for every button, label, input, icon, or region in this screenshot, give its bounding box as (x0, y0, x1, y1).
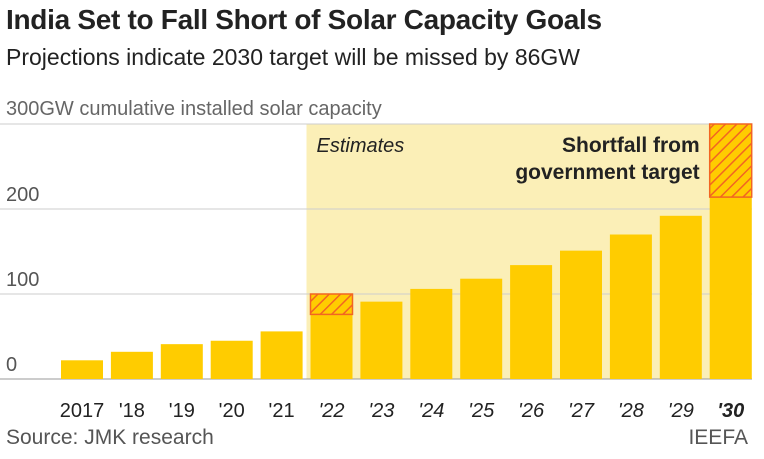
shortfall-label-line-1: Shortfall from (562, 134, 700, 157)
bar (260, 331, 303, 379)
x-tick-label: 2017 (60, 400, 105, 422)
bar (659, 215, 702, 379)
x-tick-label: '22 (318, 400, 344, 422)
bar-chart: 0 100 200 2017 '18 '19 '20 '21 '22 '23 '24 '25 '26 '… (0, 98, 753, 422)
x-tick-label: '26 (518, 400, 545, 422)
bars (61, 197, 752, 379)
x-tick-label: '21 (269, 400, 295, 422)
x-tick-label: '18 (119, 400, 145, 422)
bar (460, 278, 503, 379)
y-tick-label: 0 (6, 354, 17, 376)
x-tick-label: '27 (568, 400, 595, 422)
bar (360, 301, 403, 379)
x-tick-label: '28 (618, 400, 644, 422)
bar (160, 344, 203, 379)
x-axis-ticks: 2017 '18 '19 '20 '21 '22 '23 '24 '25 '26 '27 '28 '29… (60, 400, 744, 422)
x-tick-label: '30 (717, 400, 744, 422)
x-tick-label: '24 (418, 400, 444, 422)
shortfall-segment (708, 123, 753, 198)
shortfall-marks (309, 123, 753, 316)
bar (110, 351, 153, 379)
y-tick-label: 100 (6, 269, 39, 291)
source-note: Source: JMK research (6, 426, 214, 449)
y-tick-label: 200 (6, 184, 39, 206)
x-tick-label: '20 (219, 400, 245, 422)
y-axis-unit-label: 300GW cumulative installed solar capacit… (6, 98, 382, 120)
bar (61, 360, 103, 379)
bar (410, 288, 453, 379)
x-tick-label: '23 (368, 400, 394, 422)
estimates-label: Estimates (317, 135, 405, 157)
bar (560, 250, 602, 379)
bar (510, 265, 553, 379)
shortfall-label-line-2: government target (515, 161, 699, 184)
x-tick-label: '29 (668, 400, 694, 422)
shortfall-segment (309, 293, 354, 316)
brand-logo: IEEFA (688, 426, 748, 449)
y-axis-ticks: 0 100 200 (6, 184, 39, 376)
x-tick-label: '19 (169, 400, 195, 422)
x-tick-label: '25 (468, 400, 495, 422)
bar (310, 314, 353, 379)
bar (210, 340, 253, 379)
bar (709, 197, 752, 379)
chart-title: India Set to Fall Short of Solar Capacit… (6, 4, 602, 35)
bar (609, 234, 652, 379)
chart-subtitle: Projections indicate 2030 target will be… (6, 44, 581, 70)
